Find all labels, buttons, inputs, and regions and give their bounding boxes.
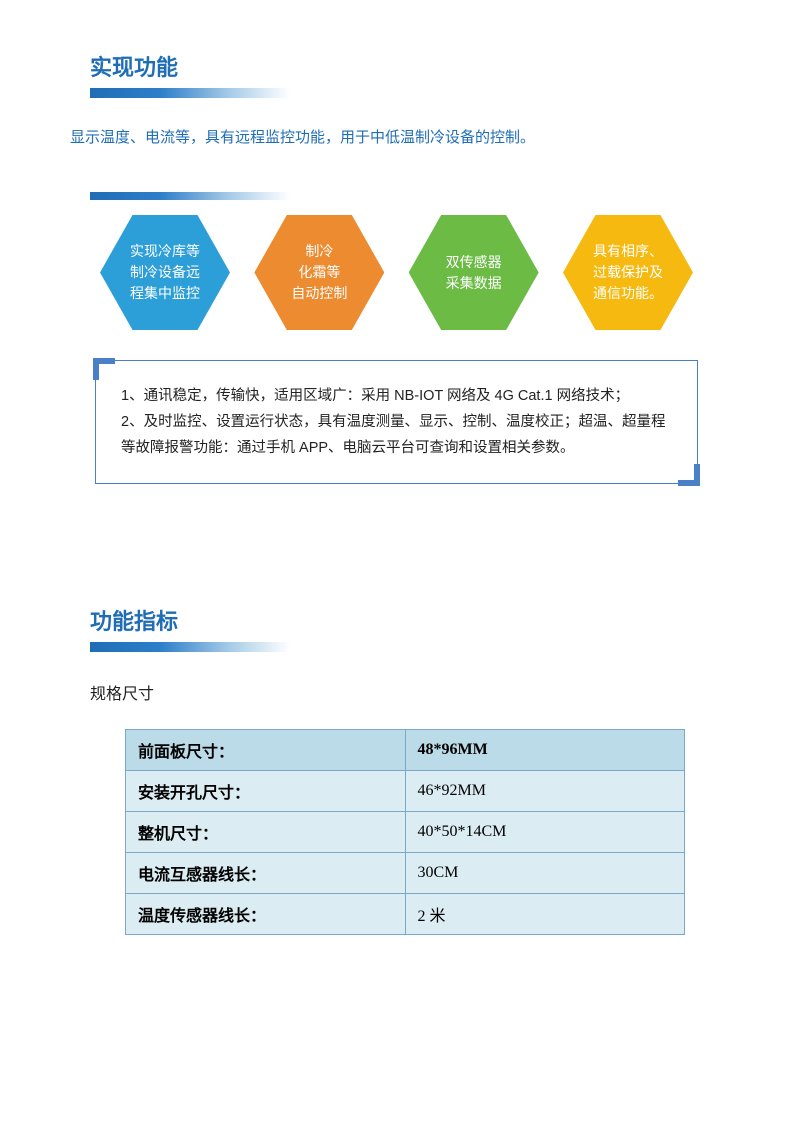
table-row: 前面板尺寸： 48*96MM <box>126 730 685 771</box>
hexagon-2-text: 制冷化霜等自动控制 <box>283 241 355 304</box>
intro-text: 显示温度、电流等，具有远程监控功能，用于中低温制冷设备的控制。 <box>70 126 703 147</box>
spec-value: 40*50*14CM <box>405 812 685 853</box>
table-row: 温度传感器线长： 2 米 <box>126 894 685 935</box>
hexagon-2: 制冷化霜等自动控制 <box>254 215 384 330</box>
spec-subheading: 规格尺寸 <box>90 680 703 704</box>
spec-label: 温度传感器线长： <box>126 894 406 935</box>
hexagon-3: 双传感器采集数据 <box>409 215 539 330</box>
heading-underline-1 <box>90 88 290 98</box>
hexagon-3-text: 双传感器采集数据 <box>438 252 510 294</box>
spec-value: 48*96MM <box>405 730 685 771</box>
spec-table-body: 前面板尺寸： 48*96MM 安装开孔尺寸： 46*92MM 整机尺寸： 40*… <box>126 730 685 935</box>
section1-heading: 实现功能 <box>90 50 703 82</box>
hexagon-1-text: 实现冷库等制冷设备远程集中监控 <box>122 241 208 304</box>
table-row: 安装开孔尺寸： 46*92MM <box>126 771 685 812</box>
corner-top-left <box>93 358 115 380</box>
spec-label: 前面板尺寸： <box>126 730 406 771</box>
hexagon-4: 具有相序、过载保护及通信功能。 <box>563 215 693 330</box>
table-row: 整机尺寸： 40*50*14CM <box>126 812 685 853</box>
spec-label: 电流互感器线长： <box>126 853 406 894</box>
info-line-2: 2、及时监控、设置运行状态，具有温度测量、显示、控制、温度校正；超温、超量程等故… <box>121 409 672 461</box>
spec-value: 46*92MM <box>405 771 685 812</box>
hexagon-4-text: 具有相序、过载保护及通信功能。 <box>585 241 671 304</box>
info-line-1: 1、通讯稳定，传输快，适用区域广：采用 NB-IOT 网络及 4G Cat.1 … <box>121 383 672 409</box>
spec-value: 2 米 <box>405 894 685 935</box>
section-functions: 实现功能 显示温度、电流等，具有远程监控功能，用于中低温制冷设备的控制。 实现冷… <box>90 50 703 484</box>
table-row: 电流互感器线长： 30CM <box>126 853 685 894</box>
hex-row-topbar <box>90 192 290 200</box>
section2-heading: 功能指标 <box>90 604 703 636</box>
spec-label: 整机尺寸： <box>126 812 406 853</box>
info-box: 1、通讯稳定，传输快，适用区域广：采用 NB-IOT 网络及 4G Cat.1 … <box>95 360 698 484</box>
hexagon-1: 实现冷库等制冷设备远程集中监控 <box>100 215 230 330</box>
spec-label: 安装开孔尺寸： <box>126 771 406 812</box>
spec-value: 30CM <box>405 853 685 894</box>
corner-bottom-right <box>678 464 700 486</box>
hexagon-row: 实现冷库等制冷设备远程集中监控 制冷化霜等自动控制 双传感器采集数据 具有相序、… <box>90 215 703 330</box>
heading-underline-2 <box>90 642 290 652</box>
spec-table: 前面板尺寸： 48*96MM 安装开孔尺寸： 46*92MM 整机尺寸： 40*… <box>125 729 685 935</box>
section-specs: 功能指标 规格尺寸 前面板尺寸： 48*96MM 安装开孔尺寸： 46*92MM… <box>90 604 703 935</box>
